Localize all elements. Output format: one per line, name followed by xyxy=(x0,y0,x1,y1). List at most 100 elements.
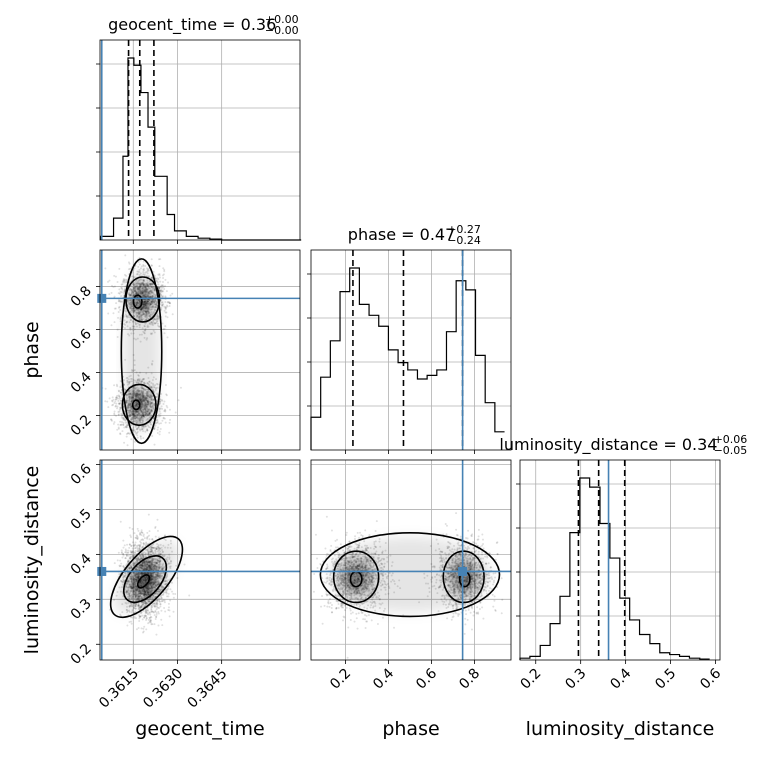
scatter-point xyxy=(165,315,167,317)
scatter-point xyxy=(167,282,169,284)
scatter-point xyxy=(122,547,124,549)
scatter-point xyxy=(115,307,117,309)
scatter-point xyxy=(137,266,139,268)
scatter-point xyxy=(111,420,113,422)
scatter-point xyxy=(143,630,145,632)
scatter-point xyxy=(139,541,141,543)
scatter-point xyxy=(158,612,160,614)
scatter-point xyxy=(121,556,123,558)
scatter-point xyxy=(114,400,116,402)
scatter-point xyxy=(113,275,115,277)
scatter-point xyxy=(124,280,126,282)
scatter-point xyxy=(161,405,163,407)
scatter-point xyxy=(132,547,134,549)
scatter-point xyxy=(158,265,160,267)
scatter-point xyxy=(120,295,122,297)
scatter-point xyxy=(150,427,152,429)
scatter-point xyxy=(169,615,171,617)
scatter-point xyxy=(176,577,178,579)
scatter-point xyxy=(112,404,114,406)
scatter-point xyxy=(161,597,163,599)
scatter-point xyxy=(142,539,144,541)
scatter-point xyxy=(149,530,151,532)
scatter-point xyxy=(134,267,136,269)
scatter-point xyxy=(120,287,122,289)
scatter-point xyxy=(147,269,149,271)
scatter-point xyxy=(121,284,123,286)
scatter-point xyxy=(167,336,169,338)
scatter-point xyxy=(125,426,127,428)
scatter-point xyxy=(168,432,170,434)
scatter-point xyxy=(143,617,145,619)
scatter-point xyxy=(159,281,161,283)
scatter-point xyxy=(111,292,113,294)
scatter-point xyxy=(110,324,112,326)
scatter-point xyxy=(129,534,131,536)
scatter-point xyxy=(118,268,120,270)
scatter-point xyxy=(164,325,166,327)
scatter-point xyxy=(157,429,159,431)
scatter-point xyxy=(115,403,117,405)
scatter-point xyxy=(140,539,142,541)
scatter-point xyxy=(160,422,162,424)
scatter-point xyxy=(123,442,125,444)
scatter-point xyxy=(159,431,161,433)
density-shading xyxy=(123,268,159,434)
scatter-point xyxy=(136,535,138,537)
scatter-point xyxy=(120,391,122,393)
scatter-point xyxy=(109,397,111,399)
scatter-point xyxy=(134,552,136,554)
scatter-point xyxy=(126,433,128,435)
scatter-point xyxy=(125,422,127,424)
scatter-point xyxy=(132,528,134,530)
scatter-point xyxy=(166,305,168,307)
scatter-point xyxy=(120,400,122,402)
scatter-point xyxy=(117,336,119,338)
scatter-point xyxy=(163,288,165,290)
scatter-point xyxy=(151,435,153,437)
scatter-point xyxy=(142,264,144,266)
scatter-point xyxy=(141,265,143,267)
scatter-point xyxy=(119,293,121,295)
scatter-point xyxy=(168,603,170,605)
scatter-point xyxy=(119,433,121,435)
scatter-point xyxy=(163,270,165,272)
scatter-point xyxy=(164,301,166,303)
scatter-point xyxy=(164,409,166,411)
scatter-point xyxy=(163,417,165,419)
scatter-point xyxy=(157,432,159,434)
title-luminosity_distance: luminosity_distance = 0.34 xyxy=(499,435,717,455)
scatter-point xyxy=(125,275,127,277)
scatter-point xyxy=(118,288,120,290)
scatter-point xyxy=(118,311,120,313)
scatter-point xyxy=(114,286,116,288)
scatter-point xyxy=(158,408,160,410)
scatter-point xyxy=(155,634,157,636)
scatter-point xyxy=(113,384,115,386)
scatter-point xyxy=(169,588,171,590)
scatter-point xyxy=(158,273,160,275)
scatter-point xyxy=(162,303,164,305)
scatter-point xyxy=(140,435,142,437)
scatter-point xyxy=(132,617,134,619)
scatter-point xyxy=(146,267,148,269)
scatter-point xyxy=(141,627,143,629)
scatter-point xyxy=(141,529,143,531)
scatter-point xyxy=(160,393,162,395)
scatter-point xyxy=(151,604,153,606)
scatter-point xyxy=(114,411,116,413)
scatter-point xyxy=(118,403,120,405)
scatter-point xyxy=(122,424,124,426)
scatter-point xyxy=(149,617,151,619)
scatter-point xyxy=(162,328,164,330)
scatter-point xyxy=(130,438,132,440)
scatter-point xyxy=(156,604,158,606)
scatter-point xyxy=(160,307,162,309)
scatter-point xyxy=(148,514,150,516)
scatter-point xyxy=(178,399,180,401)
scatter-point xyxy=(156,606,158,608)
scatter-point xyxy=(121,549,123,551)
scatter-point xyxy=(121,414,123,416)
scatter-point xyxy=(116,397,118,399)
scatter-point xyxy=(120,301,122,303)
